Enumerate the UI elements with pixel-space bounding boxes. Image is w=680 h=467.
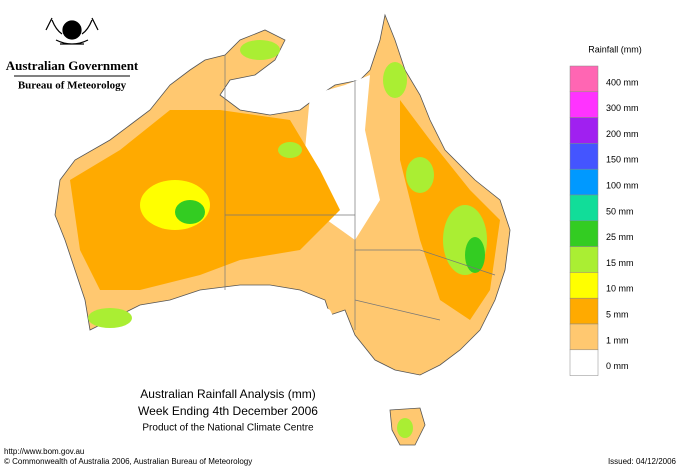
legend-label: 1 mm xyxy=(606,335,629,345)
legend-swatch xyxy=(569,194,599,222)
legend-label: 0 mm xyxy=(606,361,629,371)
legend-swatch xyxy=(569,323,599,351)
title-line: Australian Rainfall Analysis (mm) xyxy=(140,387,315,401)
legend-swatch xyxy=(569,220,599,247)
legend-label: 50 mm xyxy=(606,206,634,216)
crest xyxy=(45,17,99,45)
legend-label: 25 mm xyxy=(606,232,634,242)
legend-label: 100 mm xyxy=(606,180,639,190)
state-borders xyxy=(224,55,496,330)
government: Australian Government xyxy=(6,58,139,73)
issued: Issued: 04/12/2006 xyxy=(608,457,677,466)
tasmania-rain xyxy=(397,418,413,438)
agency: Bureau of Meteorology xyxy=(18,80,127,92)
legend-swatch xyxy=(569,349,599,376)
legend-label: 200 mm xyxy=(606,129,639,139)
rain-zones xyxy=(70,40,500,330)
url: http://www.bom.gov.au xyxy=(4,447,84,456)
legend-title: Rainfall (mm) xyxy=(588,44,642,54)
legend-swatch xyxy=(569,272,599,299)
legend-swatch xyxy=(569,117,599,144)
legend-swatch xyxy=(569,168,599,196)
title-line: Product of the National Climate Centre xyxy=(142,423,314,434)
legend-label: 10 mm xyxy=(606,284,634,294)
legend-label: 400 mm xyxy=(606,77,639,87)
legend-swatch xyxy=(569,143,599,170)
legend-swatch xyxy=(569,91,599,118)
legend-label: 300 mm xyxy=(606,103,639,113)
copyright: © Commonwealth of Australia 2006, Austra… xyxy=(4,457,252,466)
legend: 400 mm 300 mm 200 mm 150 mm 100 mm 50 mm 25 mm… xyxy=(569,65,639,376)
legend-label: 5 mm xyxy=(606,309,629,319)
title-line: Week Ending 4th December 2006 xyxy=(138,404,318,418)
legend-swatch xyxy=(569,246,599,273)
legend-swatch xyxy=(569,297,599,325)
legend-swatch xyxy=(569,65,599,93)
legend-label: 150 mm xyxy=(606,155,639,165)
legend-label: 15 mm xyxy=(606,258,634,268)
